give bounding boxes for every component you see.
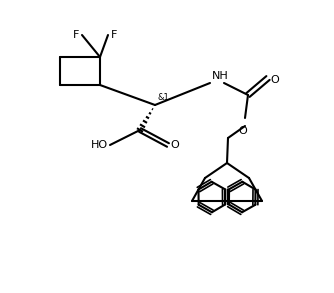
Text: HO: HO	[91, 140, 108, 150]
Text: NH: NH	[212, 71, 229, 81]
Text: O: O	[238, 126, 247, 136]
Text: O: O	[170, 140, 179, 150]
Text: &1: &1	[158, 93, 170, 102]
Text: O: O	[270, 75, 279, 85]
Text: F: F	[72, 30, 79, 40]
Text: F: F	[111, 30, 117, 40]
